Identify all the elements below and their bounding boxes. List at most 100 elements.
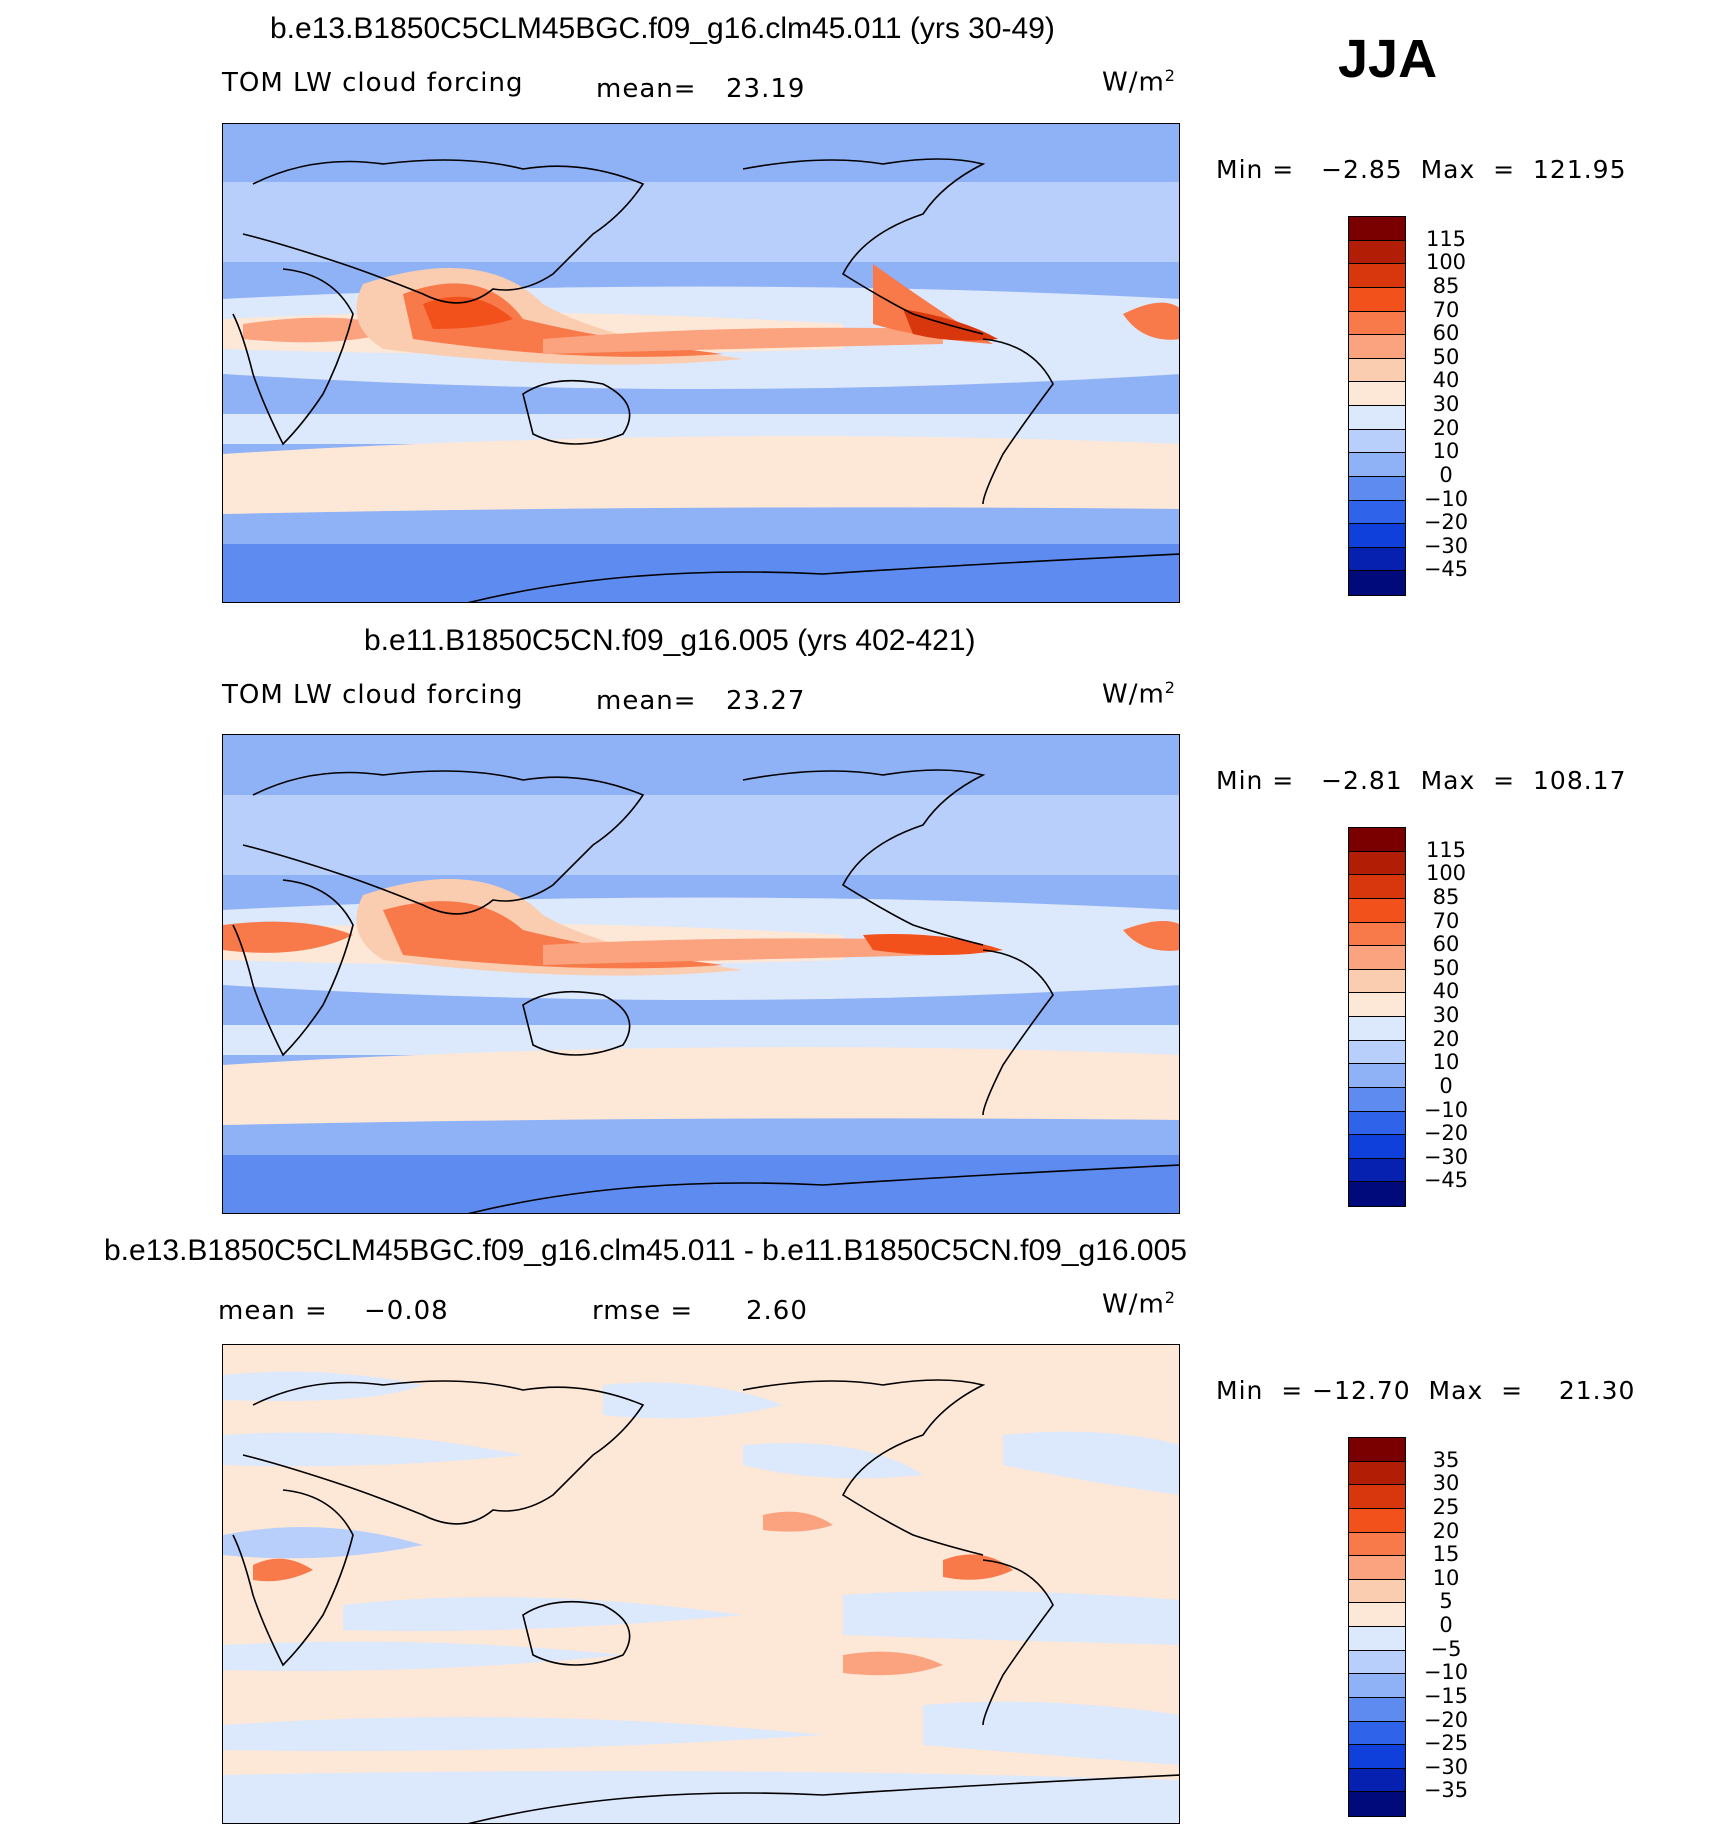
colorbar-tick-label: 100 <box>1425 250 1467 275</box>
colorbar-swatch <box>1349 287 1405 312</box>
colorbar-swatch <box>1349 1135 1405 1159</box>
colorbar-tick-label: −20 <box>1423 1707 1469 1732</box>
panel3-mean-value: −0.08 <box>364 1296 449 1326</box>
colorbar-swatch <box>1349 922 1405 947</box>
panel3-rmse-label: rmse = <box>592 1296 694 1326</box>
colorbar-swatch <box>1349 382 1405 406</box>
panel2-field <box>223 735 1179 1213</box>
colorbar-swatch <box>1349 406 1405 430</box>
colorbar-tick-label: 20 <box>1432 1026 1460 1051</box>
colorbar-swatch <box>1349 524 1405 548</box>
colorbar-swatch <box>1349 358 1405 383</box>
colorbar-tick-label: 0 <box>1439 462 1453 487</box>
colorbar-tick-label: −30 <box>1423 533 1469 558</box>
colorbar-tick-label: 10 <box>1432 439 1460 464</box>
colorbar-swatch <box>1349 429 1405 454</box>
colorbar-swatch <box>1349 453 1405 477</box>
colorbar-swatch <box>1349 1532 1405 1557</box>
panel3-field <box>223 1345 1179 1823</box>
colorbar-tick-label: 50 <box>1432 955 1460 980</box>
colorbar-tick-label: 10 <box>1432 1050 1460 1075</box>
panel3-title: b.e13.B1850C5CLM45BGC.f09_g16.clm45.011 … <box>104 1234 1187 1267</box>
colorbar-tick-label: 60 <box>1432 321 1460 346</box>
colorbar-swatch <box>1349 571 1405 595</box>
colorbar-swatch <box>1349 851 1405 876</box>
colorbar-tick-label: 100 <box>1425 861 1467 886</box>
colorbar-swatch <box>1349 828 1405 852</box>
colorbar-tick-label: 85 <box>1432 884 1460 909</box>
colorbar-swatch <box>1349 264 1405 288</box>
colorbar-tick-label: 50 <box>1432 344 1460 369</box>
colorbar-tick-label: −20 <box>1423 510 1469 535</box>
colorbar-tick-label: 15 <box>1432 1542 1460 1567</box>
colorbar-tick-label: −15 <box>1423 1683 1469 1708</box>
colorbar-tick-label: 25 <box>1432 1494 1460 1519</box>
colorbar-swatch <box>1349 1697 1405 1722</box>
colorbar-swatch <box>1349 335 1405 359</box>
colorbar-swatch <box>1349 1485 1405 1509</box>
colorbar-tick-label: 70 <box>1432 908 1460 933</box>
colorbar-swatch <box>1349 1721 1405 1746</box>
panel2-variable: TOM LW cloud forcing <box>222 680 524 710</box>
colorbar-swatch <box>1349 1182 1405 1206</box>
colorbar-swatch <box>1349 1603 1405 1627</box>
panel3-map <box>222 1344 1180 1824</box>
colorbar-tick-label: −10 <box>1423 486 1469 511</box>
colorbar-swatch <box>1349 1745 1405 1769</box>
colorbar-swatch <box>1349 1064 1405 1088</box>
colorbar-swatch <box>1349 1792 1405 1816</box>
colorbar-tick-label: 40 <box>1432 979 1460 1004</box>
colorbar-tick-label: −35 <box>1423 1778 1469 1803</box>
colorbar-swatch <box>1349 1040 1405 1065</box>
colorbar-swatch <box>1349 1017 1405 1041</box>
colorbar-swatch <box>1349 1461 1405 1486</box>
colorbar-tick-label: 30 <box>1432 392 1460 416</box>
panel2-mean-label: mean= <box>596 686 697 716</box>
colorbar-tick-label: −25 <box>1423 1731 1469 1756</box>
colorbar-swatch <box>1349 946 1405 970</box>
colorbar-tick-label: 115 <box>1425 837 1467 862</box>
colorbar-swatch <box>1349 969 1405 994</box>
colorbar-tick-label: 20 <box>1432 415 1460 440</box>
panel1-title: b.e13.B1850C5CLM45BGC.f09_g16.clm45.011 … <box>270 12 1055 45</box>
colorbar-tick-label: −10 <box>1423 1660 1469 1685</box>
panel1-units: W/m2 <box>1102 66 1176 98</box>
colorbar-tick-label: 60 <box>1432 932 1460 957</box>
panel2-map <box>222 734 1180 1214</box>
colorbar-swatch <box>1349 1508 1405 1533</box>
colorbar-tick-label: 10 <box>1432 1565 1460 1590</box>
colorbar-tick-label: −5 <box>1430 1636 1462 1661</box>
panel3-rmse-value: 2.60 <box>746 1296 808 1326</box>
colorbar-tick-label: 70 <box>1432 297 1460 322</box>
colorbar-swatch <box>1349 217 1405 241</box>
panel3-minmax: Min = −12.70 Max = 21.30 <box>1216 1376 1636 1405</box>
panel3-units: W/m2 <box>1102 1288 1176 1320</box>
colorbar-swatch <box>1349 1627 1405 1651</box>
panel2-minmax: Min = −2.81 Max = 108.17 <box>1216 766 1627 795</box>
colorbar-swatch <box>1349 1158 1405 1183</box>
colorbar-swatch <box>1349 311 1405 336</box>
colorbar-swatch <box>1349 1674 1405 1698</box>
colorbar-tick-label: 40 <box>1432 368 1460 393</box>
colorbar-tick-label: −45 <box>1423 557 1469 582</box>
colorbar-tick-label: −30 <box>1423 1754 1469 1779</box>
panel1-map <box>222 123 1180 603</box>
colorbar-swatch <box>1349 1556 1405 1580</box>
colorbar-tick-label: 0 <box>1439 1613 1453 1637</box>
colorbar-tick-label: 30 <box>1432 1003 1460 1027</box>
colorbar-swatch <box>1349 1087 1405 1112</box>
panel1-mean-label: mean= <box>596 74 697 104</box>
colorbar-tick-label: −20 <box>1423 1121 1469 1146</box>
panel1-colorbar <box>1348 216 1406 596</box>
colorbar-tick-label: 20 <box>1432 1518 1460 1543</box>
colorbar-swatch <box>1349 476 1405 501</box>
colorbar-tick-label: 115 <box>1425 226 1467 251</box>
colorbar-tick-label: 0 <box>1439 1073 1453 1098</box>
colorbar-tick-label: 35 <box>1432 1447 1460 1472</box>
colorbar-swatch <box>1349 1111 1405 1136</box>
colorbar-swatch <box>1349 1579 1405 1604</box>
colorbar-swatch <box>1349 500 1405 525</box>
panel2-units: W/m2 <box>1102 678 1176 710</box>
colorbar-tick-label: 5 <box>1439 1589 1453 1614</box>
panel2-colorbar <box>1348 827 1406 1207</box>
